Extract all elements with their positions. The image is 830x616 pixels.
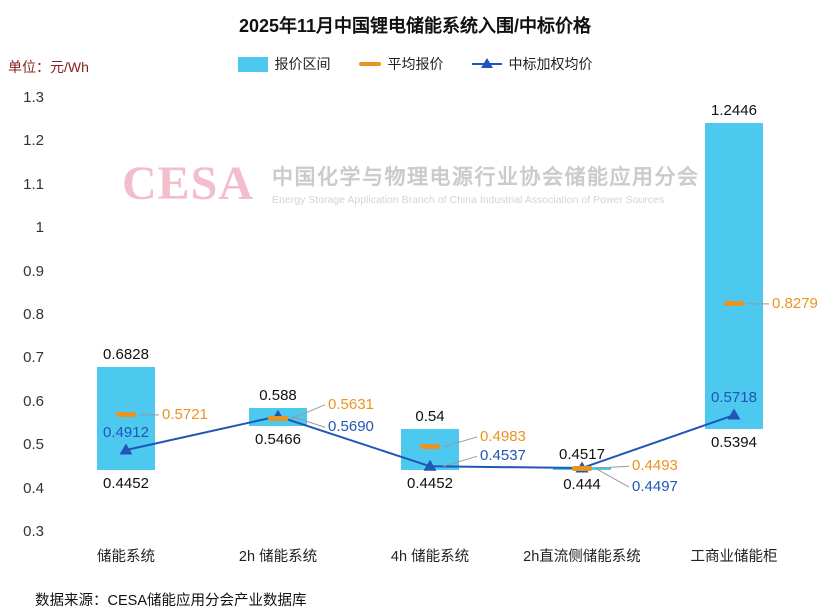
bar-min-label: 0.444 bbox=[563, 475, 601, 493]
y-axis-tick-label: 1.1 bbox=[23, 175, 44, 193]
x-axis-label: 4h 储能系统 bbox=[390, 549, 470, 565]
range-bar bbox=[97, 366, 155, 470]
y-axis-tick-label: 1.2 bbox=[23, 132, 44, 150]
y-axis-tick-label: 0.4 bbox=[23, 479, 44, 497]
avg-dash-marker bbox=[268, 416, 288, 422]
range-bar bbox=[401, 428, 459, 470]
y-axis-tick-label: 0.6 bbox=[23, 392, 44, 410]
bar-max-label: 0.54 bbox=[415, 407, 445, 425]
bar-max-label: 0.6828 bbox=[103, 345, 149, 363]
range-bar bbox=[705, 123, 763, 430]
x-axis-label: 工商业储能柜 bbox=[690, 549, 778, 565]
weighted-avg-label: 0.4537 bbox=[480, 447, 526, 465]
legend-label-avg: 平均报价 bbox=[387, 56, 444, 72]
avg-price-label: 0.4493 bbox=[632, 457, 678, 475]
avg-dash-marker bbox=[572, 465, 592, 471]
watermark-cn: 中国化学与物理电源行业协会储能应用分会 bbox=[272, 166, 700, 189]
bar-min-label: 0.5466 bbox=[255, 430, 301, 448]
y-axis-tick-label: 0.8 bbox=[23, 306, 44, 323]
avg-price-label: 0.5631 bbox=[328, 395, 374, 413]
cesa-logo: CESA bbox=[122, 157, 255, 210]
weighted-avg-label: 0.4912 bbox=[103, 424, 149, 442]
avg-dash-marker bbox=[116, 412, 136, 418]
weighted-avg-label: 0.4497 bbox=[632, 478, 678, 496]
x-axis-label: 储能系统 bbox=[97, 549, 155, 565]
avg-dash-marker bbox=[724, 301, 744, 307]
range-bar-swatch-icon bbox=[237, 56, 268, 72]
watermark: CESA 中国化学与物理电源行业协会储能应用分会 Energy Storage … bbox=[122, 156, 700, 211]
y-axis-tick-label: 0.3 bbox=[23, 523, 44, 540]
triangle-line-swatch-icon bbox=[471, 57, 502, 71]
data-source: 数据来源：CESA储能应用分会产业数据库 bbox=[35, 593, 307, 609]
avg-price-label: 0.8279 bbox=[772, 294, 818, 312]
legend-item-range: 报价区间 bbox=[237, 54, 331, 74]
y-axis-tick-label: 0.7 bbox=[23, 349, 44, 367]
legend-item-avg: 平均报价 bbox=[358, 54, 444, 74]
y-axis-tick-label: 1 bbox=[35, 219, 44, 237]
bar-max-label: 0.588 bbox=[259, 387, 297, 404]
avg-dash-swatch-icon bbox=[358, 62, 381, 66]
avg-price-label: 0.4983 bbox=[480, 427, 526, 445]
unit-label: 单位：元/Wh bbox=[8, 59, 89, 75]
avg-dash-marker bbox=[420, 444, 440, 450]
bar-max-label: 1.2446 bbox=[711, 102, 757, 120]
x-axis-label: 2h直流侧储能系统 bbox=[523, 549, 641, 565]
watermark-en: Energy Storage Application Branch of Chi… bbox=[272, 194, 665, 206]
legend: 报价区间 平均报价 中标加权均价 bbox=[0, 54, 830, 74]
y-axis-tick-label: 0.5 bbox=[23, 436, 44, 454]
weighted-avg-label: 0.5690 bbox=[328, 418, 374, 436]
avg-price-label: 0.5721 bbox=[162, 405, 208, 423]
legend-label-weighted-avg: 中标加权均价 bbox=[508, 56, 593, 72]
weighted-avg-label: 0.5718 bbox=[711, 389, 757, 407]
x-axis-label: 2h 储能系统 bbox=[238, 549, 318, 565]
legend-label-range: 报价区间 bbox=[274, 56, 331, 72]
bar-max-label: 0.4517 bbox=[559, 446, 605, 464]
chart-title: 2025年11月中国锂电储能系统入围/中标价格 bbox=[238, 16, 592, 36]
bar-min-label: 0.5394 bbox=[711, 434, 757, 452]
watermark-text: 中国化学与物理电源行业协会储能应用分会 Energy Storage Appli… bbox=[272, 161, 700, 206]
y-axis-tick-label: 0.9 bbox=[23, 262, 44, 280]
bar-min-label: 0.4452 bbox=[407, 474, 453, 492]
y-axis-tick-label: 1.3 bbox=[23, 89, 44, 106]
legend-item-weighted-avg: 中标加权均价 bbox=[471, 54, 593, 74]
bar-min-label: 0.4452 bbox=[103, 474, 149, 492]
